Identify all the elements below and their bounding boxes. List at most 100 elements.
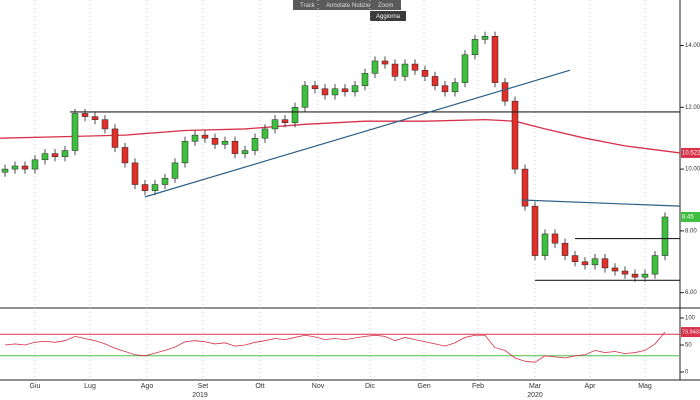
candle-body	[471, 39, 479, 56]
x-tick-label: Mag	[638, 383, 652, 390]
ma-last-label: 10.5225	[682, 151, 700, 157]
candle-body	[301, 85, 309, 108]
candle-body	[181, 141, 189, 164]
rsi-tick-label: 50	[685, 343, 692, 349]
candle-body	[651, 255, 659, 275]
candle-body	[261, 128, 269, 139]
moving-average	[0, 119, 681, 154]
candle-body	[641, 273, 649, 278]
candle-body	[501, 82, 509, 102]
x-tick-label: Feb	[472, 383, 484, 390]
candle-body	[81, 113, 89, 117]
candle-body	[371, 60, 379, 74]
candle-body	[591, 258, 599, 266]
candle-body	[11, 165, 19, 170]
y-tick-label: 8.00	[685, 228, 697, 234]
candle-body	[211, 137, 219, 145]
candle-body	[621, 270, 629, 275]
refresh-label[interactable]: Aggiorna	[376, 14, 401, 20]
candle-body	[281, 119, 289, 123]
toolbar-item[interactable]: Track	[300, 3, 316, 9]
candle-body	[421, 69, 429, 77]
candle-body	[661, 216, 669, 256]
trendline	[144, 69, 571, 198]
candle-body	[361, 73, 369, 86]
candle-body	[231, 141, 239, 154]
candle-body	[631, 273, 639, 278]
candle-body	[61, 150, 69, 157]
x-tick-label: Lug	[84, 383, 96, 390]
candle-body	[541, 233, 549, 256]
candle-body	[511, 100, 519, 170]
candle-body	[561, 242, 569, 256]
toolbar-item[interactable]: Notizie	[352, 3, 371, 9]
candle-body	[341, 88, 349, 93]
candle-body	[31, 159, 39, 170]
candle-body	[241, 150, 249, 154]
y-tick-label: 10.00	[685, 167, 700, 173]
x-tick-label: Apr	[585, 383, 597, 390]
year-label: 2019	[192, 392, 208, 399]
y-tick-label: 12.00	[685, 105, 700, 111]
candle-body	[551, 233, 559, 244]
last-price-label-bg	[681, 211, 700, 222]
rsi-last-bg	[681, 327, 700, 338]
candle-body	[411, 63, 419, 71]
ma-last-label-bg	[681, 147, 700, 158]
candle-body	[581, 261, 589, 266]
candle-body	[521, 168, 529, 207]
rsi-tick-label: 100	[685, 316, 696, 322]
candle-body	[71, 113, 79, 151]
rsi-line	[4, 331, 666, 363]
candle-body	[441, 85, 449, 93]
rsi-last-label: 73.9433	[682, 330, 700, 336]
candle-body	[271, 119, 279, 130]
year-label: 2020	[527, 392, 543, 399]
candle-body	[201, 134, 209, 139]
trendline	[521, 199, 681, 207]
last-price-label: 8.45	[682, 215, 694, 221]
candle-body	[1, 168, 9, 173]
x-tick-label: Ago	[141, 383, 154, 390]
x-tick-label: Ott	[255, 383, 264, 390]
candle-body	[161, 178, 169, 185]
rsi-tick-label: 0	[685, 370, 689, 376]
candle-body	[391, 63, 399, 77]
y-tick-label: 14.00	[685, 43, 700, 49]
candle-body	[451, 82, 459, 93]
candle-body	[461, 54, 469, 83]
candle-body	[91, 116, 99, 120]
candle-body	[251, 137, 259, 151]
candle-body	[21, 165, 29, 170]
candle-body	[351, 85, 359, 93]
candle-body	[191, 134, 199, 142]
x-tick-label: Giu	[30, 383, 41, 390]
toolbar-item[interactable]: Zoom	[378, 3, 393, 9]
x-tick-label: Gen	[417, 383, 430, 390]
candle-body	[111, 128, 119, 148]
candle-body	[531, 205, 539, 256]
candle-body	[601, 258, 609, 269]
candle-body	[121, 147, 129, 164]
candle-body	[381, 60, 389, 65]
x-tick-label: Dic	[365, 383, 376, 390]
candle-body	[611, 267, 619, 272]
candle-body	[291, 107, 299, 123]
candle-body	[141, 184, 149, 191]
candle-body	[431, 76, 439, 86]
candle-body	[131, 162, 139, 185]
candle-body	[171, 162, 179, 179]
x-tick-label: Mar	[529, 383, 542, 390]
y-tick-label: 6.00	[685, 290, 697, 296]
x-tick-label: Set	[198, 383, 209, 390]
candle-body	[101, 119, 109, 130]
candle-body	[311, 85, 319, 90]
toolbar-item[interactable]: Annotate	[326, 3, 351, 9]
refresh-button[interactable]	[370, 11, 406, 21]
toolbar	[293, 0, 401, 10]
candle-body	[571, 255, 579, 263]
candle-body	[481, 36, 489, 40]
